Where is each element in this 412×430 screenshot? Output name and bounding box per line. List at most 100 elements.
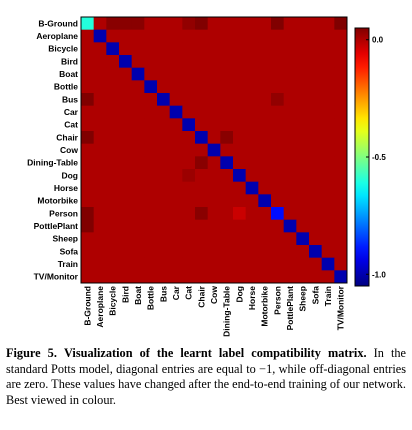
heatmap-cell [106, 17, 120, 31]
column-label: Bicycle [108, 286, 118, 316]
heatmap-cell [157, 93, 171, 107]
row-label: Cat [64, 120, 78, 130]
heatmap-cell [131, 169, 145, 183]
heatmap-cell [106, 105, 120, 119]
heatmap-cell [258, 105, 272, 119]
heatmap-cell [309, 245, 323, 259]
heatmap-cell [119, 169, 133, 183]
heatmap-cell [195, 93, 209, 107]
heatmap-cell [296, 93, 310, 107]
column-label: PottlePlant [285, 286, 295, 331]
heatmap-cell [258, 169, 272, 183]
heatmap-cell [271, 80, 285, 94]
heatmap-cell [207, 194, 221, 208]
heatmap-cell [245, 131, 259, 145]
heatmap-cell [81, 131, 95, 145]
heatmap-cell [309, 29, 323, 43]
heatmap-cell [106, 131, 120, 145]
heatmap-cell [296, 67, 310, 81]
heatmap-cell [169, 42, 183, 56]
heatmap-cell [309, 207, 323, 221]
heatmap-cell [195, 232, 209, 246]
heatmap-cell [283, 17, 297, 31]
row-label: Boat [59, 69, 78, 79]
heatmap-cell [207, 143, 221, 157]
heatmap-cell [283, 80, 297, 94]
heatmap-cell [119, 257, 133, 271]
heatmap-cell [144, 219, 158, 233]
heatmap-cell [207, 55, 221, 69]
heatmap-cell [245, 232, 259, 246]
heatmap-cell [131, 42, 145, 56]
heatmap-cell [283, 105, 297, 119]
heatmap-cell [207, 207, 221, 221]
heatmap-cell [144, 55, 158, 69]
heatmap-cell [220, 194, 234, 208]
heatmap-cell [258, 257, 272, 271]
heatmap-cell [169, 207, 183, 221]
column-label: Horse [247, 286, 257, 310]
heatmap-cell [296, 169, 310, 183]
heatmap-cell [81, 118, 95, 132]
heatmap-cell [119, 143, 133, 157]
heatmap-cell [233, 67, 247, 81]
heatmap-cell [220, 169, 234, 183]
figure-caption: Figure 5. Visualization of the learnt la… [6, 346, 406, 408]
heatmap-cell [220, 207, 234, 221]
heatmap-cell [233, 232, 247, 246]
heatmap-cell [296, 80, 310, 94]
heatmap-cell [131, 156, 145, 170]
heatmap-cell [334, 93, 348, 107]
heatmap-cell [93, 67, 107, 81]
heatmap-cell [283, 29, 297, 43]
heatmap-cell [131, 29, 145, 43]
heatmap-cell [182, 156, 196, 170]
heatmap-cell [81, 245, 95, 259]
heatmap-cell [93, 118, 107, 132]
heatmap-cell [321, 207, 335, 221]
heatmap-cell [144, 270, 158, 284]
heatmap-cell [283, 55, 297, 69]
heatmap-cell [93, 270, 107, 284]
heatmap-cell [233, 207, 247, 221]
heatmap-cell [157, 257, 171, 271]
heatmap-cell [144, 67, 158, 81]
row-label: Bicycle [48, 44, 78, 54]
heatmap-cell [81, 207, 95, 221]
heatmap-cell [296, 257, 310, 271]
heatmap-cell [182, 29, 196, 43]
heatmap-cell [144, 156, 158, 170]
heatmap-cell [157, 245, 171, 259]
heatmap-cell [334, 245, 348, 259]
row-label: Train [58, 259, 78, 269]
heatmap-cell [334, 80, 348, 94]
row-label: B-Ground [38, 18, 78, 28]
heatmap-cell [119, 131, 133, 145]
heatmap-cell [157, 29, 171, 43]
heatmap-cell [233, 93, 247, 107]
heatmap-cell [321, 169, 335, 183]
heatmap-cell [309, 17, 323, 31]
heatmap-cell [334, 156, 348, 170]
heatmap-cell [207, 232, 221, 246]
heatmap-cell [207, 169, 221, 183]
heatmap-cells [81, 17, 348, 284]
heatmap-cell [334, 118, 348, 132]
heatmap-cell [93, 131, 107, 145]
column-label: Chair [196, 285, 206, 307]
heatmap-cell [195, 42, 209, 56]
heatmap-cell [258, 67, 272, 81]
heatmap-cell [334, 207, 348, 221]
heatmap-cell [81, 67, 95, 81]
heatmap-cell [182, 80, 196, 94]
heatmap-cell [119, 232, 133, 246]
column-label: Dog [234, 286, 244, 303]
row-label: Cow [60, 145, 78, 155]
heatmap-cell [131, 270, 145, 284]
heatmap-cell [321, 143, 335, 157]
heatmap-cell [271, 118, 285, 132]
heatmap-cell [245, 55, 259, 69]
heatmap-cell [334, 143, 348, 157]
heatmap-cell [182, 55, 196, 69]
heatmap-cell [309, 55, 323, 69]
